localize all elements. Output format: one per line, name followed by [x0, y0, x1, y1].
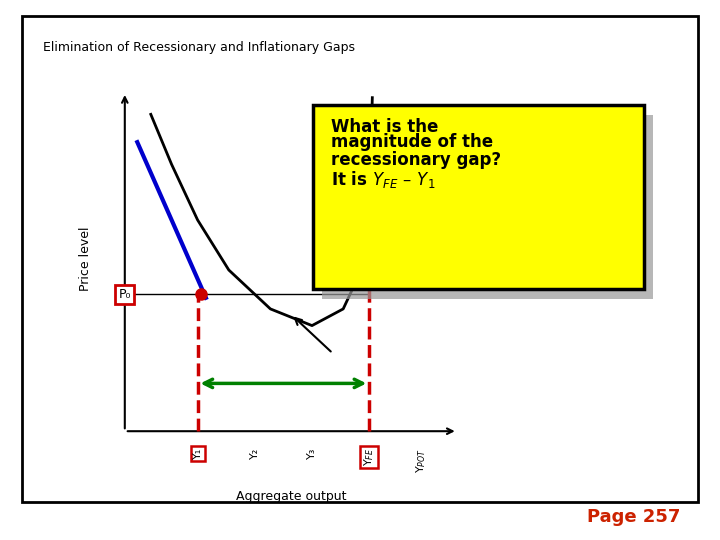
Text: Y$_{POT}$: Y$_{POT}$ — [414, 448, 428, 473]
Text: Elimination of Recessionary and Inflationary Gaps: Elimination of Recessionary and Inflatio… — [43, 40, 355, 53]
Text: Y₁: Y₁ — [193, 448, 202, 459]
Text: Y$_{FE}$: Y$_{FE}$ — [362, 448, 376, 466]
Text: recessionary gap?: recessionary gap? — [331, 151, 501, 169]
Text: What is the: What is the — [331, 118, 438, 136]
Text: Aggregate output: Aggregate output — [236, 490, 346, 503]
Text: Price level: Price level — [78, 227, 91, 291]
Text: Y₂: Y₂ — [250, 448, 260, 459]
Text: Y₃: Y₃ — [307, 448, 317, 459]
Text: AS: AS — [377, 107, 397, 122]
Text: magnitude of the: magnitude of the — [331, 133, 493, 151]
Text: P₀: P₀ — [119, 288, 131, 301]
Text: It is $Y_{FE}$ – $Y_1$: It is $Y_{FE}$ – $Y_1$ — [331, 170, 436, 191]
Text: Page 257: Page 257 — [587, 509, 680, 526]
